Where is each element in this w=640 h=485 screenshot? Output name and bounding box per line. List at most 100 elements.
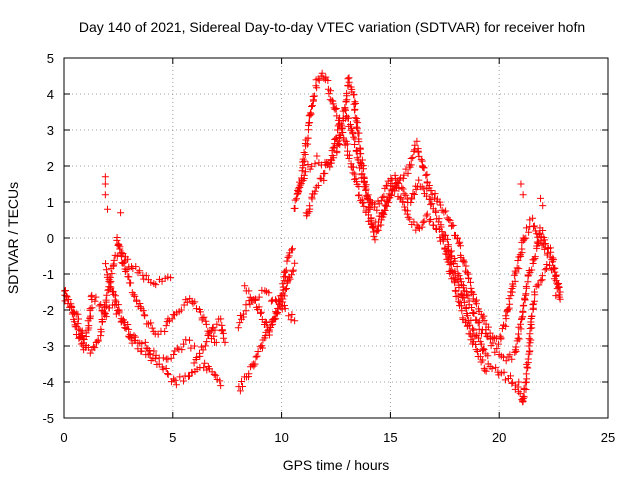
data-point	[300, 171, 308, 179]
data-point	[108, 287, 116, 295]
data-point	[506, 351, 514, 359]
data-point	[205, 332, 213, 340]
data-point	[101, 301, 109, 309]
data-point	[298, 167, 306, 175]
data-point	[291, 196, 299, 204]
data-point	[500, 368, 508, 376]
data-point	[291, 204, 299, 212]
data-point	[343, 89, 351, 97]
data-point	[546, 261, 554, 269]
y-tick-label: -1	[42, 267, 54, 282]
data-point	[301, 168, 309, 176]
data-point	[395, 184, 403, 192]
data-point	[275, 297, 283, 305]
data-point	[293, 190, 301, 198]
data-point	[396, 174, 404, 182]
data-point	[312, 82, 320, 90]
data-point	[71, 321, 79, 329]
data-point	[253, 352, 261, 360]
data-point	[422, 171, 430, 179]
data-point	[486, 335, 494, 343]
data-point	[125, 273, 133, 281]
data-point	[518, 249, 526, 257]
data-point	[524, 355, 532, 363]
data-point	[304, 160, 312, 168]
data-point	[306, 202, 314, 210]
data-point	[68, 303, 76, 311]
data-point	[301, 150, 309, 158]
data-point	[403, 210, 411, 218]
data-point	[537, 277, 545, 285]
data-point	[402, 191, 410, 199]
data-point	[388, 176, 396, 184]
data-point	[507, 372, 515, 380]
data-point	[324, 76, 332, 84]
data-point	[305, 119, 313, 127]
data-point	[162, 322, 170, 330]
data-point	[529, 304, 537, 312]
data-point	[88, 291, 96, 299]
data-point	[522, 234, 530, 242]
data-point	[355, 191, 363, 199]
data-point	[362, 185, 370, 193]
data-point	[451, 257, 459, 265]
data-point	[459, 282, 467, 290]
chart-title: Day 140 of 2021, Sidereal Day-to-day VTE…	[79, 19, 585, 35]
data-point	[257, 308, 265, 316]
series-track-k	[302, 112, 558, 365]
data-point	[358, 196, 366, 204]
x-tick-label: 10	[274, 430, 288, 445]
data-point	[281, 305, 289, 313]
data-point	[442, 207, 450, 215]
data-point	[534, 240, 542, 248]
data-point	[291, 317, 299, 325]
data-point	[148, 324, 156, 332]
y-tick-label: -3	[42, 339, 54, 354]
data-point	[320, 176, 328, 184]
data-point	[210, 332, 218, 340]
data-point	[504, 306, 512, 314]
data-point	[150, 347, 158, 355]
x-tick-label: 20	[492, 430, 506, 445]
data-point	[447, 222, 455, 230]
data-point	[400, 171, 408, 179]
data-point	[180, 377, 187, 385]
data-point	[437, 221, 445, 229]
data-point	[155, 360, 163, 368]
data-point	[357, 161, 365, 169]
data-point	[113, 233, 121, 241]
data-point	[462, 317, 470, 325]
series-track-h	[241, 245, 296, 339]
data-point	[304, 209, 312, 217]
data-point	[359, 165, 367, 173]
data-point	[318, 69, 326, 77]
data-point	[431, 190, 439, 198]
data-point	[549, 264, 557, 272]
data-point	[193, 365, 201, 373]
data-point	[398, 184, 406, 192]
data-point	[423, 170, 431, 178]
data-point	[159, 365, 167, 373]
data-point	[522, 224, 530, 232]
data-point	[355, 138, 363, 146]
data-point	[525, 335, 533, 343]
data-point	[200, 313, 208, 321]
data-point	[282, 284, 290, 292]
data-point	[115, 306, 123, 314]
data-point	[427, 215, 435, 223]
data-point	[479, 356, 487, 364]
data-point	[178, 346, 186, 354]
y-tick-label: 1	[47, 195, 54, 210]
data-point	[308, 195, 316, 203]
data-point	[241, 282, 249, 290]
data-point	[454, 292, 462, 300]
y-tick-label: 3	[47, 123, 54, 138]
data-point	[494, 340, 502, 348]
data-point	[401, 203, 409, 211]
data-point	[299, 158, 307, 166]
data-point	[107, 284, 115, 292]
data-point	[404, 169, 412, 177]
data-point	[347, 121, 355, 129]
data-point	[278, 305, 286, 313]
x-axis-label: GPS time / hours	[283, 457, 390, 473]
